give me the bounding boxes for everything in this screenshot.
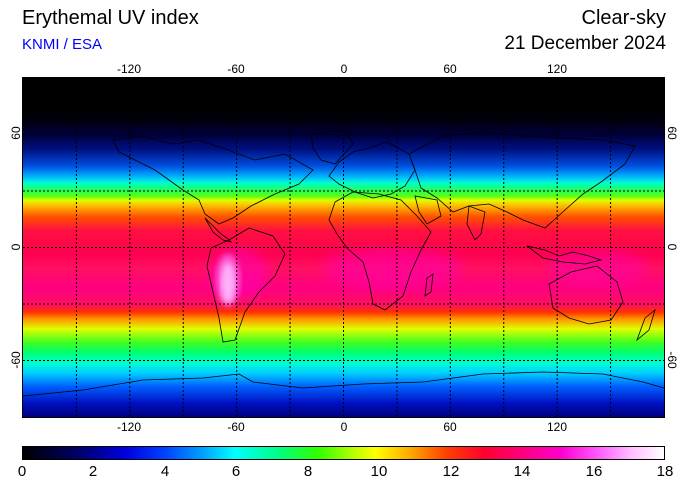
- lon-label-bottom: 120: [546, 420, 568, 434]
- chart-title: Erythemal UV index: [22, 7, 199, 29]
- colorbar-tick-label: 10: [370, 463, 388, 480]
- coast-arabia: [414, 195, 442, 225]
- coast-africa: [328, 191, 432, 311]
- colorbar-tick-label: 0: [17, 463, 27, 480]
- lon-label-top: -60: [227, 62, 245, 76]
- colorbar-tick-label: 16: [585, 463, 603, 480]
- coast-central-america: [204, 217, 233, 243]
- data-credit: KNMI / ESA: [22, 36, 103, 53]
- map-date: 21 December 2024: [504, 33, 666, 54]
- colorbar-tick-label: 2: [88, 463, 98, 480]
- coastlines: [23, 129, 664, 397]
- graticule: [23, 78, 664, 417]
- lon-label-bottom: 60: [443, 420, 457, 434]
- lat-label-left: 60: [9, 126, 23, 140]
- lon-label-top: 60: [443, 62, 457, 76]
- lat-label-right: 60: [665, 126, 679, 140]
- coast-greenland: [310, 129, 354, 165]
- colorbar-tick-label: 6: [231, 463, 241, 480]
- coast-new-zealand: [636, 308, 656, 342]
- coast-europe: [328, 141, 416, 199]
- uv-index-map: [22, 77, 665, 418]
- coast-australia: [548, 265, 624, 325]
- lat-label-left: -60: [9, 351, 23, 369]
- colorbar-tick-label: 4: [160, 463, 170, 480]
- lat-label-right: 0: [665, 243, 679, 251]
- coast-asia: [408, 131, 636, 229]
- world-map-overlay: [23, 78, 664, 417]
- sky-condition: Clear-sky: [581, 7, 666, 29]
- colorbar-tick-label: 8: [303, 463, 313, 480]
- colorbar-tick-label: 18: [656, 463, 674, 480]
- coast-south-america: [206, 227, 286, 343]
- coast-antarctica: [23, 371, 664, 397]
- lat-label-left: 0: [9, 243, 23, 251]
- lon-label-bottom: -120: [116, 420, 142, 434]
- colorbar-tick-label: 12: [442, 463, 460, 480]
- coast-madagascar: [424, 273, 434, 297]
- colorbar-tick-label: 14: [513, 463, 531, 480]
- coast-india: [466, 205, 486, 241]
- lon-label-bottom: -60: [227, 420, 245, 434]
- uv-colorbar: [22, 446, 665, 460]
- coast-north-america: [112, 135, 314, 225]
- lat-label-right: -60: [665, 351, 679, 369]
- lon-label-bottom: 0: [340, 420, 348, 434]
- lon-label-top: 0: [340, 62, 348, 76]
- lon-label-top: 120: [546, 62, 568, 76]
- coast-indonesia: [526, 245, 603, 265]
- lon-label-top: -120: [116, 62, 142, 76]
